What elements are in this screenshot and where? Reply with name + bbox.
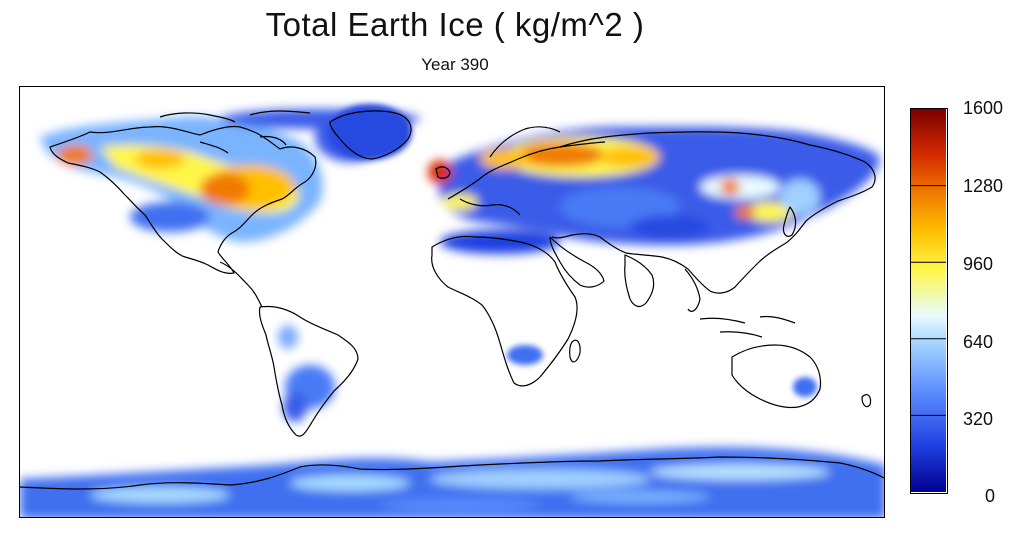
colorbar-tick-320: 320: [963, 409, 994, 429]
ice-field: [20, 104, 884, 517]
colorbar: [910, 108, 948, 494]
ice-map-svg: [20, 104, 884, 517]
colorbar-tick-1600: 1600: [963, 98, 1004, 118]
map-subtitle: Year 390: [421, 55, 489, 74]
colorbar-gradient: [911, 109, 946, 492]
coastlines: [20, 110, 884, 490]
map-title: Total Earth Ice ( kg/m^2 ): [265, 6, 645, 43]
world-map: [19, 86, 885, 518]
colorbar-tick-640: 640: [963, 332, 994, 352]
colorbar-tick-1280: 1280: [963, 176, 1004, 196]
colorbar-tick-960: 960: [963, 254, 994, 274]
colorbar-tick-0: 0: [985, 486, 996, 506]
